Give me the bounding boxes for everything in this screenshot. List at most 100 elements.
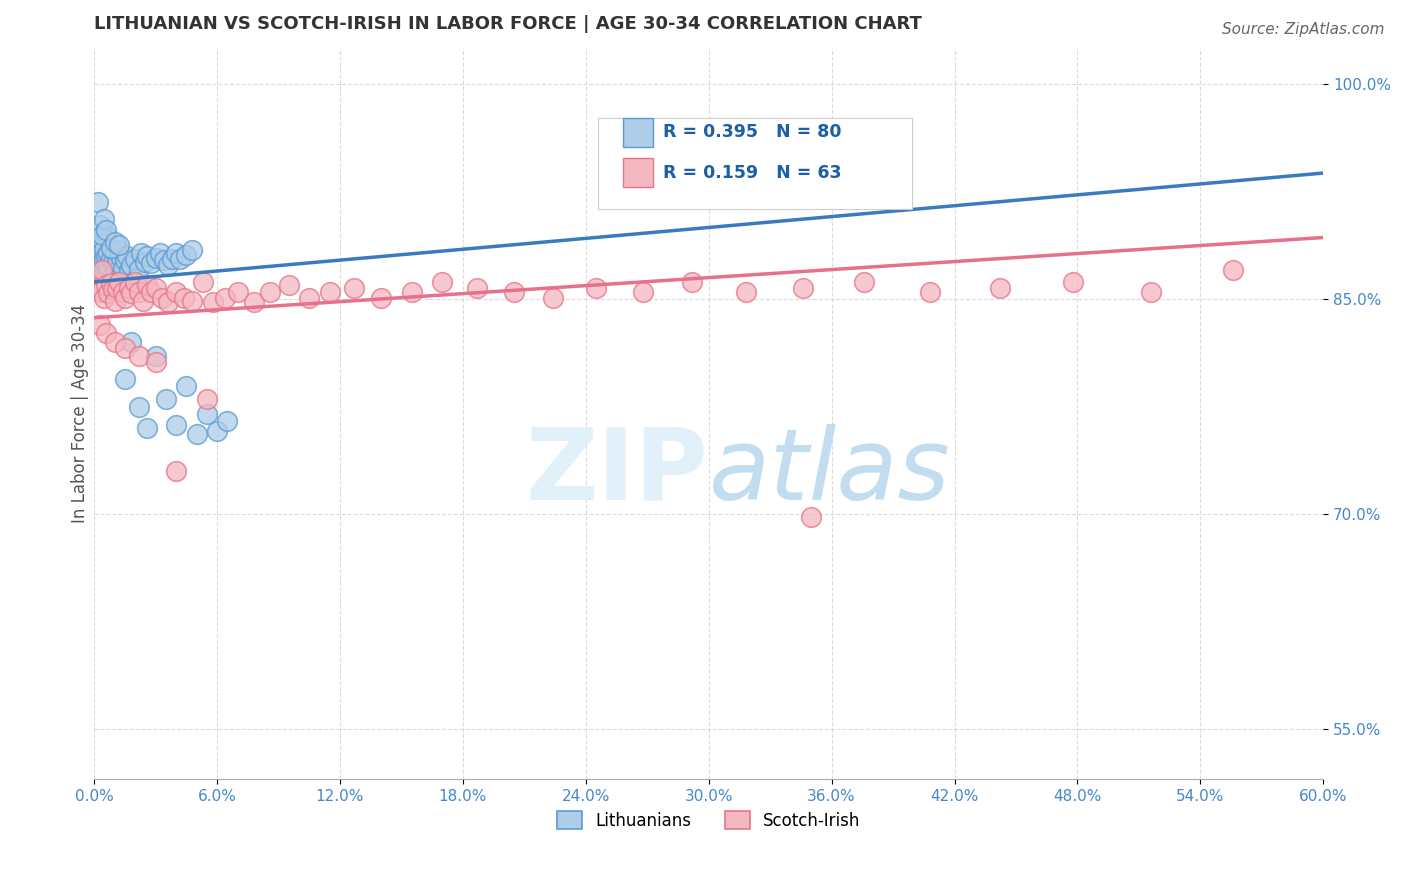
Point bbox=[89, 270, 111, 285]
Point bbox=[127, 270, 149, 285]
Point bbox=[89, 256, 111, 270]
Point bbox=[107, 275, 129, 289]
Point bbox=[101, 280, 124, 294]
Point bbox=[1062, 275, 1084, 289]
Point bbox=[792, 280, 814, 294]
Point bbox=[107, 275, 129, 289]
Point bbox=[96, 277, 118, 292]
Point bbox=[87, 194, 110, 209]
Point bbox=[114, 372, 136, 386]
Point bbox=[96, 258, 118, 272]
Point bbox=[87, 230, 110, 244]
Point bbox=[541, 291, 564, 305]
Point bbox=[93, 277, 115, 291]
Point bbox=[160, 252, 183, 266]
Point bbox=[156, 295, 179, 310]
Text: atlas: atlas bbox=[709, 424, 950, 521]
Point bbox=[89, 318, 111, 332]
Point bbox=[114, 341, 136, 355]
Point bbox=[370, 291, 392, 305]
Point bbox=[201, 295, 224, 310]
Point bbox=[97, 286, 120, 301]
Point bbox=[145, 251, 167, 265]
Point bbox=[87, 266, 110, 280]
Point bbox=[104, 244, 127, 259]
Point bbox=[107, 244, 129, 258]
Point bbox=[89, 252, 111, 266]
Point bbox=[96, 268, 118, 282]
Point bbox=[853, 275, 876, 289]
Point bbox=[93, 252, 115, 266]
Point bbox=[91, 227, 114, 242]
Point bbox=[128, 285, 150, 299]
Point bbox=[169, 252, 191, 266]
Point bbox=[97, 282, 120, 296]
Point bbox=[132, 293, 155, 308]
Point bbox=[87, 260, 110, 275]
Point bbox=[128, 350, 150, 364]
Point bbox=[89, 285, 111, 299]
Point bbox=[84, 244, 107, 259]
Point bbox=[100, 270, 122, 285]
Text: LITHUANIAN VS SCOTCH-IRISH IN LABOR FORCE | AGE 30-34 CORRELATION CHART: LITHUANIAN VS SCOTCH-IRISH IN LABOR FORC… bbox=[94, 15, 922, 33]
Point bbox=[89, 232, 111, 246]
Y-axis label: In Labor Force | Age 30-34: In Labor Force | Age 30-34 bbox=[72, 304, 89, 524]
Point bbox=[91, 244, 114, 259]
Point bbox=[145, 355, 167, 369]
Point bbox=[585, 280, 607, 294]
Point bbox=[87, 251, 110, 265]
Point bbox=[195, 392, 218, 407]
Point bbox=[141, 256, 163, 270]
Point bbox=[104, 293, 127, 308]
Point bbox=[136, 249, 159, 263]
Point bbox=[129, 246, 152, 260]
Point bbox=[465, 280, 488, 294]
Point bbox=[114, 253, 136, 268]
Point bbox=[91, 233, 114, 247]
FancyBboxPatch shape bbox=[598, 118, 911, 209]
Text: R = 0.159   N = 63: R = 0.159 N = 63 bbox=[664, 163, 842, 182]
Point bbox=[165, 464, 187, 478]
Point bbox=[114, 291, 136, 305]
Point bbox=[149, 246, 172, 260]
Point bbox=[96, 326, 118, 341]
Point bbox=[631, 285, 654, 299]
Point bbox=[93, 262, 115, 277]
Point bbox=[96, 227, 118, 242]
Point bbox=[243, 295, 266, 310]
Point bbox=[150, 291, 173, 305]
FancyBboxPatch shape bbox=[623, 158, 654, 187]
Point bbox=[319, 285, 342, 299]
Point bbox=[93, 291, 115, 305]
Point bbox=[97, 259, 120, 273]
Point bbox=[918, 285, 941, 299]
Point bbox=[87, 280, 110, 294]
Point bbox=[96, 223, 118, 237]
Point bbox=[191, 275, 214, 289]
Point bbox=[84, 275, 107, 289]
Point bbox=[124, 275, 146, 289]
Point bbox=[217, 414, 239, 428]
Point bbox=[128, 262, 150, 277]
Point bbox=[156, 258, 179, 272]
Point bbox=[988, 280, 1011, 294]
Point bbox=[100, 241, 122, 255]
Point bbox=[89, 218, 111, 232]
Point bbox=[87, 277, 110, 292]
Point bbox=[173, 291, 195, 305]
Point bbox=[155, 392, 177, 407]
Point bbox=[136, 421, 159, 435]
Point bbox=[101, 255, 124, 269]
Point bbox=[401, 285, 423, 299]
Point bbox=[115, 249, 138, 263]
Text: Source: ZipAtlas.com: Source: ZipAtlas.com bbox=[1222, 22, 1385, 37]
Text: R = 0.395   N = 80: R = 0.395 N = 80 bbox=[664, 123, 842, 142]
Point bbox=[105, 280, 128, 294]
Point bbox=[100, 277, 122, 291]
Text: ZIP: ZIP bbox=[526, 424, 709, 521]
Point bbox=[107, 237, 129, 252]
Point bbox=[800, 509, 823, 524]
Point bbox=[205, 424, 228, 438]
Point bbox=[734, 285, 756, 299]
Point bbox=[110, 251, 132, 265]
